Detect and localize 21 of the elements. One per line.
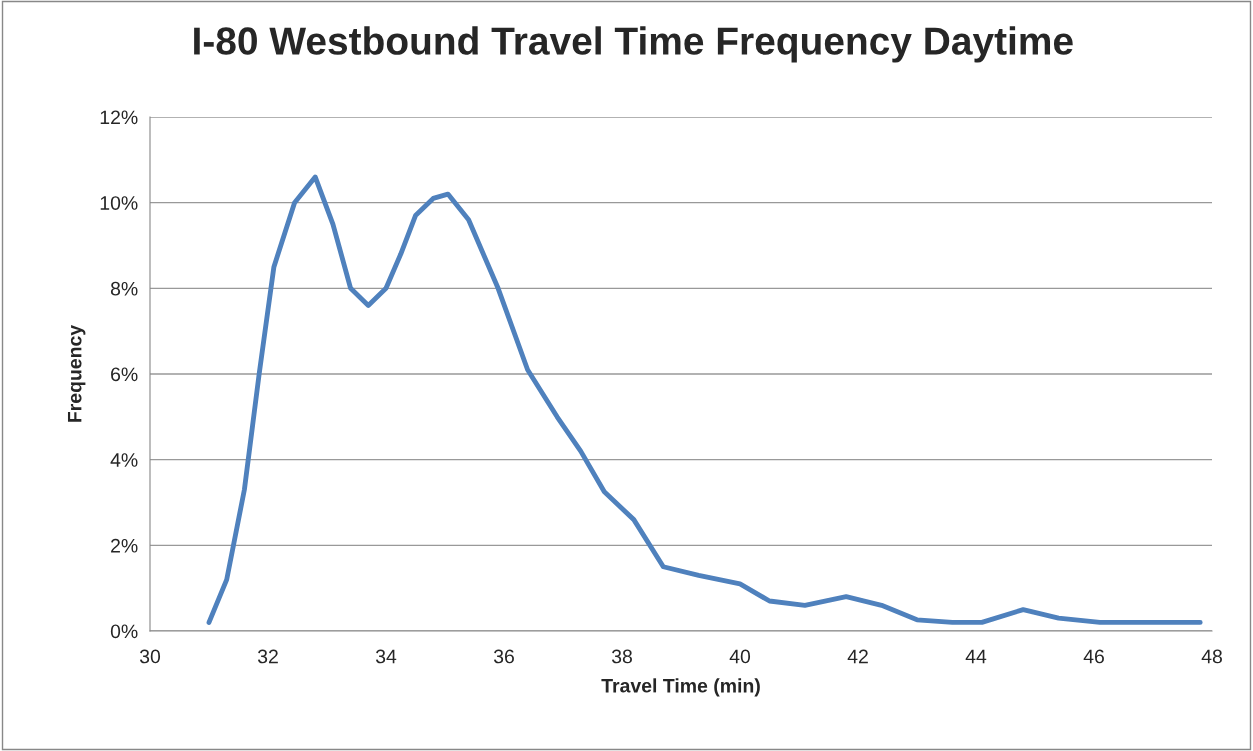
y-tick-label: 0% [110, 624, 138, 639]
x-tick-label: 44 [965, 649, 987, 664]
x-tick-label: 48 [1201, 649, 1222, 664]
y-tick-label: 8% [110, 281, 138, 296]
line-series [206, 174, 1203, 625]
x-tick-label: 40 [729, 649, 751, 664]
chart-title: I-80 Westbound Travel Time Frequency Daytime [194, 26, 1073, 63]
x-tick-label: 30 [139, 649, 161, 664]
x-tick-label: 46 [1083, 649, 1104, 664]
x-tick-label: 38 [611, 649, 632, 664]
y-axis-title: Frequency [67, 324, 86, 422]
y-tick-label: 12% [100, 110, 138, 125]
x-tick-label: 32 [257, 649, 278, 664]
x-tick-label: 34 [375, 649, 397, 664]
x-tick-label: 42 [847, 649, 868, 664]
y-tick-label: 6% [111, 367, 138, 382]
x-axis-title: Travel Time (min) [601, 678, 760, 697]
y-tick-label: 2% [111, 538, 138, 553]
y-tick-label: 10% [100, 196, 138, 210]
y-tick-label: 4% [110, 453, 138, 467]
x-tick-label: 36 [493, 649, 514, 664]
